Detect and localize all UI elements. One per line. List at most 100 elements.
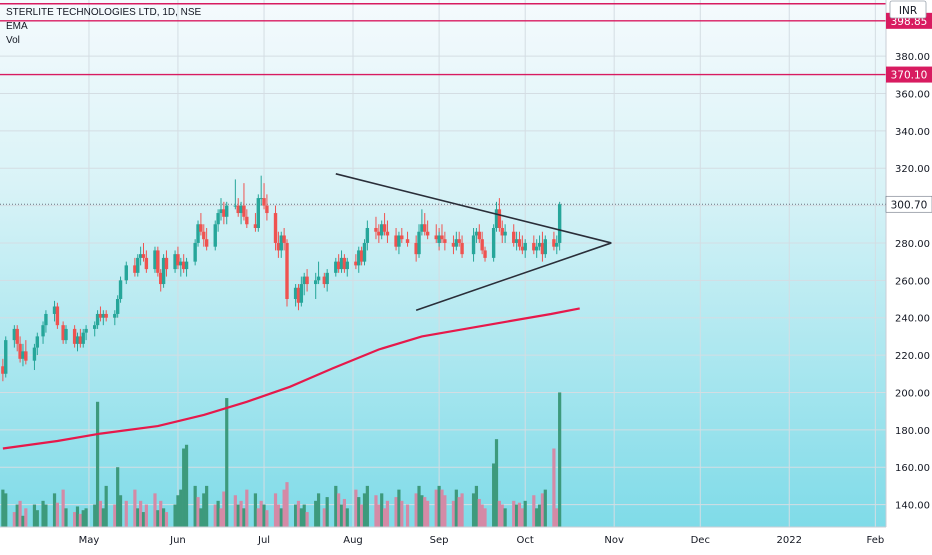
candle-body bbox=[181, 261, 186, 270]
candle bbox=[374, 216, 378, 240]
candle-body bbox=[138, 254, 143, 258]
volume-bar bbox=[239, 500, 243, 527]
candle-body bbox=[296, 287, 301, 303]
candle bbox=[305, 269, 309, 292]
candle-body bbox=[41, 325, 45, 337]
candle-body bbox=[454, 239, 459, 247]
volume-bar bbox=[394, 497, 398, 527]
candle-body bbox=[219, 209, 223, 214]
volume-bar bbox=[474, 485, 479, 527]
candle-body bbox=[483, 250, 487, 258]
candle-body bbox=[497, 209, 502, 228]
candle bbox=[115, 295, 120, 318]
volume-bar bbox=[337, 493, 341, 527]
candle-body bbox=[276, 242, 281, 251]
volume-bar bbox=[104, 485, 108, 527]
candle-body bbox=[144, 257, 149, 270]
candle bbox=[133, 257, 137, 277]
candle bbox=[202, 224, 206, 247]
volume-bar bbox=[41, 500, 45, 527]
time-tick-label: 2022 bbox=[777, 535, 802, 546]
volume-bar bbox=[342, 498, 346, 527]
volume-bar bbox=[133, 489, 137, 527]
candle-body bbox=[325, 272, 329, 285]
volume-bar bbox=[24, 508, 28, 527]
volume-bar bbox=[113, 504, 117, 527]
legend-symbol[interactable]: STERLITE TECHNOLOGIES LTD, 1D, NSE bbox=[6, 7, 202, 18]
volume-bar bbox=[382, 508, 387, 527]
candle bbox=[193, 239, 197, 266]
candle bbox=[420, 209, 424, 236]
volume-bar bbox=[179, 489, 183, 527]
volume-bar bbox=[44, 504, 48, 527]
price-tick-label: 160.00 bbox=[895, 463, 930, 474]
candle-body bbox=[55, 306, 60, 326]
volume-bar bbox=[12, 512, 16, 527]
volume-bar bbox=[437, 485, 441, 527]
candle-body bbox=[380, 224, 384, 236]
volume-bar bbox=[136, 508, 140, 527]
price-tick-label: 320.00 bbox=[895, 164, 930, 175]
candle bbox=[397, 231, 401, 255]
candle bbox=[222, 201, 226, 225]
time-tick-label: Jun bbox=[169, 535, 186, 546]
candle-body bbox=[124, 265, 128, 281]
candle bbox=[540, 231, 545, 262]
legend-ema[interactable]: EMA bbox=[6, 21, 28, 32]
volume-bar bbox=[139, 500, 143, 527]
candle bbox=[491, 224, 496, 262]
candle bbox=[93, 321, 97, 337]
candle-body bbox=[494, 209, 499, 228]
last-price-badge bbox=[885, 195, 932, 213]
candle-body bbox=[339, 257, 344, 270]
candle-body bbox=[377, 231, 381, 236]
candle-body bbox=[420, 224, 424, 232]
candle-body bbox=[557, 204, 562, 243]
candle-body bbox=[256, 198, 260, 228]
horizontal-levels[interactable] bbox=[0, 3, 886, 205]
level-badge-label: 398.85 bbox=[891, 16, 928, 28]
candle-body bbox=[302, 276, 306, 285]
candle bbox=[296, 284, 301, 311]
price-badges: 398.85 370.10 300.70 INR bbox=[885, 0, 932, 213]
candle bbox=[282, 227, 286, 251]
time-tick-label: Aug bbox=[343, 535, 363, 546]
volume-bar bbox=[426, 500, 430, 527]
candle-body bbox=[44, 313, 48, 326]
trendlines[interactable] bbox=[335, 173, 612, 311]
candle bbox=[514, 231, 519, 251]
candle-body bbox=[362, 242, 367, 262]
price-tick-label: 360.00 bbox=[895, 89, 930, 100]
volume-bar bbox=[4, 493, 8, 527]
candle-body bbox=[423, 224, 427, 232]
volume-bar bbox=[173, 504, 177, 527]
candle bbox=[394, 227, 398, 251]
candle bbox=[477, 224, 481, 243]
candle bbox=[156, 246, 160, 277]
candle-body bbox=[405, 239, 410, 243]
candle bbox=[336, 254, 341, 273]
candle-body bbox=[500, 227, 504, 236]
volume-bar bbox=[537, 504, 542, 527]
candle-body bbox=[184, 261, 189, 270]
candle bbox=[517, 231, 522, 251]
volume-bar bbox=[357, 497, 361, 527]
candle bbox=[161, 254, 166, 288]
candle bbox=[153, 246, 157, 273]
volume-bar bbox=[457, 497, 461, 527]
volume-bar bbox=[497, 500, 501, 527]
candle-body bbox=[196, 224, 200, 243]
volume-bar bbox=[78, 513, 82, 527]
candle bbox=[1, 358, 5, 382]
legend-vol[interactable]: Vol bbox=[6, 35, 20, 46]
candle bbox=[72, 325, 77, 348]
time-axis[interactable]: May Jun Jul Aug Sep Oct Nov Dec 2022 Feb bbox=[0, 526, 886, 546]
candle-body bbox=[133, 265, 137, 273]
candle-series bbox=[1, 175, 562, 382]
volume-bar bbox=[540, 493, 545, 527]
candle-body bbox=[374, 227, 378, 232]
volume-bar bbox=[242, 508, 246, 527]
volume-bar bbox=[176, 495, 180, 527]
volume-bar bbox=[339, 504, 344, 527]
